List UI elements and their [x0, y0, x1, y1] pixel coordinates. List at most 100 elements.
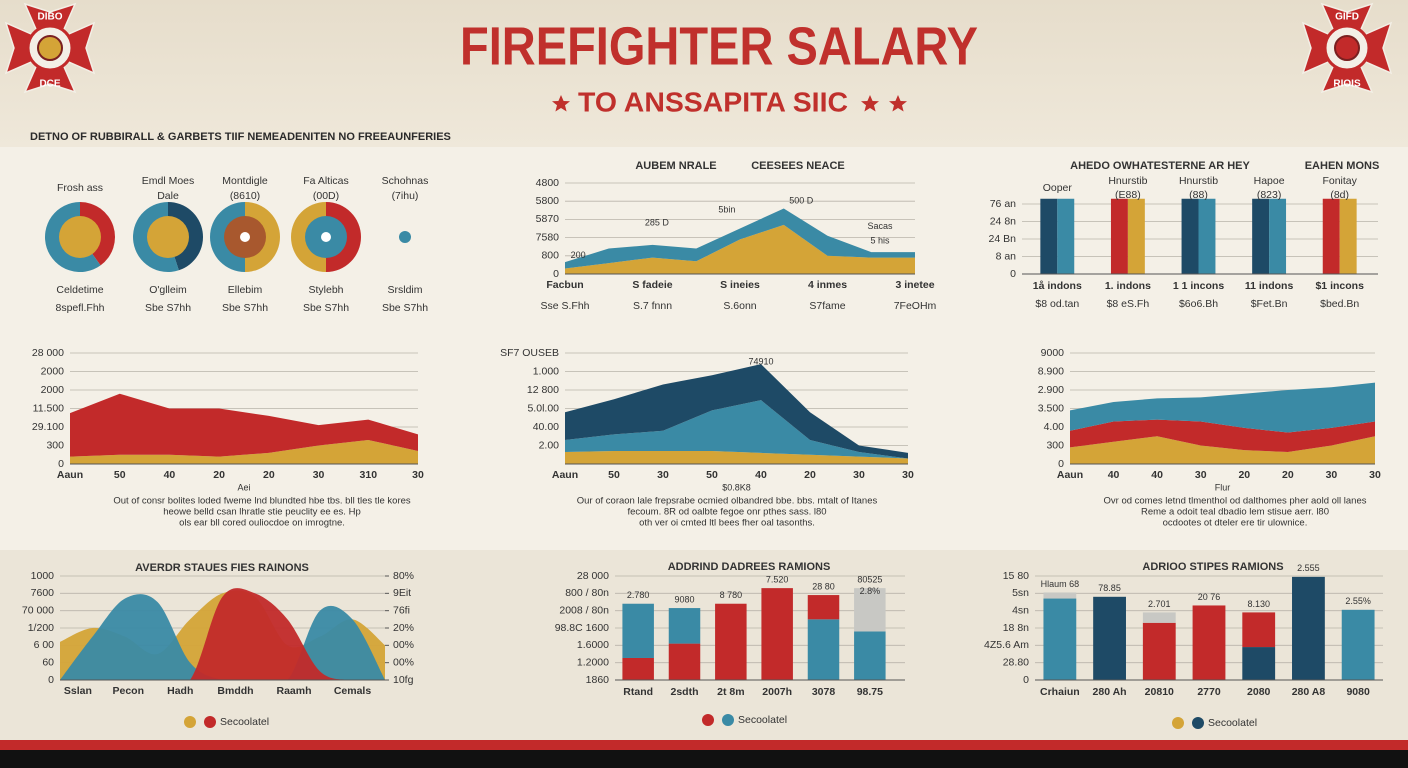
annotation: 2.8% [860, 586, 881, 596]
annotation: 74910 [748, 357, 773, 367]
y-tick-label: 0 [1023, 674, 1029, 686]
donut-dot [321, 232, 331, 242]
y-tick-label: 1860 [586, 674, 610, 686]
area [565, 208, 915, 269]
annotation: 500 D [789, 196, 814, 206]
legend-label: Secoolatel [738, 714, 787, 726]
bar-note: 8.130 [1247, 599, 1270, 609]
caption: ols ear bll cored ouliocdoe on imrogtne. [179, 518, 345, 529]
y-tick-label: 1000 [31, 570, 55, 582]
x-tick-label: 2t 8m [717, 686, 744, 698]
logo: DIBO DCE [4, 2, 96, 94]
x-tick-label: 98.75 [857, 686, 883, 698]
y-tick-label: 2008 / 80n [559, 604, 609, 616]
y-tick-label: 5.0l.00 [527, 402, 559, 414]
legend-swatch [722, 714, 734, 726]
bar-note: 2.55% [1345, 596, 1371, 606]
y-tick-label: 2.00 [539, 439, 560, 451]
bar-segment [1192, 605, 1226, 680]
x-tick-label: 30 [1326, 469, 1338, 481]
chart-title: CEESEES NEACE [751, 160, 845, 172]
y-tick-label: 0 [48, 674, 54, 686]
bar-segment [668, 643, 701, 680]
bar-segment [1057, 198, 1075, 274]
y-tick-label: 7580 [536, 231, 560, 243]
bar-note: 20 76 [1198, 592, 1221, 602]
y-tick-label: 3.500 [1038, 402, 1064, 414]
logo-emblem [1334, 35, 1360, 61]
chart-title: AUBEM NRALE [635, 160, 716, 172]
group-header: (88) [1189, 189, 1208, 201]
x-tick-label: Aaun [57, 469, 83, 481]
bar-note: 8 780 [720, 590, 743, 600]
x-tick-sublabel: S7fame [809, 300, 845, 312]
x-tick-label: 40 [1151, 469, 1163, 481]
x-tick-label: 50 [706, 469, 718, 481]
donut-label: (00D) [313, 190, 339, 202]
bar-segment [1198, 198, 1216, 274]
x-tick-sublabel: S.6onn [723, 300, 756, 312]
y-tick-label: 8.900 [1038, 365, 1064, 377]
donut-slice [399, 231, 411, 243]
y-tick-label: 98.8C 1600 [555, 622, 609, 634]
annotation: 5bin [718, 205, 735, 215]
chart-title: AVERDR STAUES FIES RAINONS [135, 562, 309, 574]
group-header: (8d) [1330, 189, 1349, 201]
x-tick-sublabel: $bed.Bn [1320, 298, 1359, 310]
caption: Our of coraon lale frepsrabe ocmied olba… [577, 496, 878, 507]
y-tick-label: 5sn [1012, 587, 1029, 599]
x-axis-label: Flur [1215, 482, 1231, 492]
annotation: 200 [571, 250, 586, 260]
caption: heowe belld csan lhratle stie peuclity e… [163, 507, 361, 518]
chart-title: EAHEN MONS [1305, 160, 1380, 172]
x-tick-label: 20 [1238, 469, 1250, 481]
y-tick-label: 5870 [536, 213, 560, 225]
x-tick-label: 3 inetee [895, 279, 934, 291]
x-tick-label: 280 Ah [1093, 686, 1127, 698]
star [889, 95, 907, 112]
group-header: (E88) [1115, 189, 1141, 201]
y-tick-label: 0 [1058, 458, 1064, 470]
area [565, 400, 908, 459]
y-tick-label: 28.80 [1003, 656, 1029, 668]
caption: ocdootes ot dteler ere tir ulownice. [1163, 518, 1308, 529]
y2-tick-label: 76fi [393, 604, 410, 616]
x-tick-sublabel: $8 od.tan [1035, 298, 1079, 310]
y-tick-label: 5800 [536, 195, 560, 207]
x-tick-label: 280 A8 [1292, 686, 1326, 698]
plot-area [70, 393, 418, 464]
x-tick-sublabel: 7FeOHm [894, 300, 937, 312]
x-tick-label: Sslan [64, 685, 92, 697]
donut-footer: Sbe S7hh [303, 302, 349, 314]
caption: oth ver oi cmted ltl bees fher oal tason… [639, 518, 815, 529]
x-tick-label: 4 inmes [808, 279, 847, 291]
donut-hole [59, 216, 101, 258]
bar-segment [1127, 198, 1145, 274]
bar-segment [1142, 622, 1176, 680]
bar-note: 2.701 [1148, 599, 1171, 609]
chart-title: ADDRIND DADREES RAMIONS [668, 561, 831, 573]
x-tick-label: Pecon [112, 685, 144, 697]
group-header: (823) [1257, 189, 1282, 201]
x-tick-label: 1 1 incons [1173, 280, 1225, 292]
y-tick-label: 60 [42, 656, 54, 668]
x-tick-label: 20 [1282, 469, 1294, 481]
y-tick-label: 300 [46, 439, 64, 451]
y2-tick-label: 20% [393, 622, 414, 634]
donut-footer: O'glleim [149, 284, 187, 296]
bar-segment [668, 608, 701, 644]
bar-note: 9080 [674, 594, 694, 604]
y-tick-label: 4sn [1012, 604, 1029, 616]
x-tick-label: Rtand [623, 686, 653, 698]
y-tick-label: 18 8n [1003, 622, 1029, 634]
header-band [0, 0, 1408, 147]
bar-note: 7.520 [766, 575, 789, 585]
donut-footer: Srsldim [387, 284, 422, 296]
annotation: 5 his [870, 236, 890, 246]
y2-tick-label: 80% [393, 570, 414, 582]
bar-segment [1252, 198, 1270, 274]
legend-swatch [184, 716, 196, 728]
bar-segment [807, 619, 840, 680]
group-header: Hnurstib [1108, 175, 1147, 187]
x-tick-label: 2sdth [670, 686, 698, 698]
